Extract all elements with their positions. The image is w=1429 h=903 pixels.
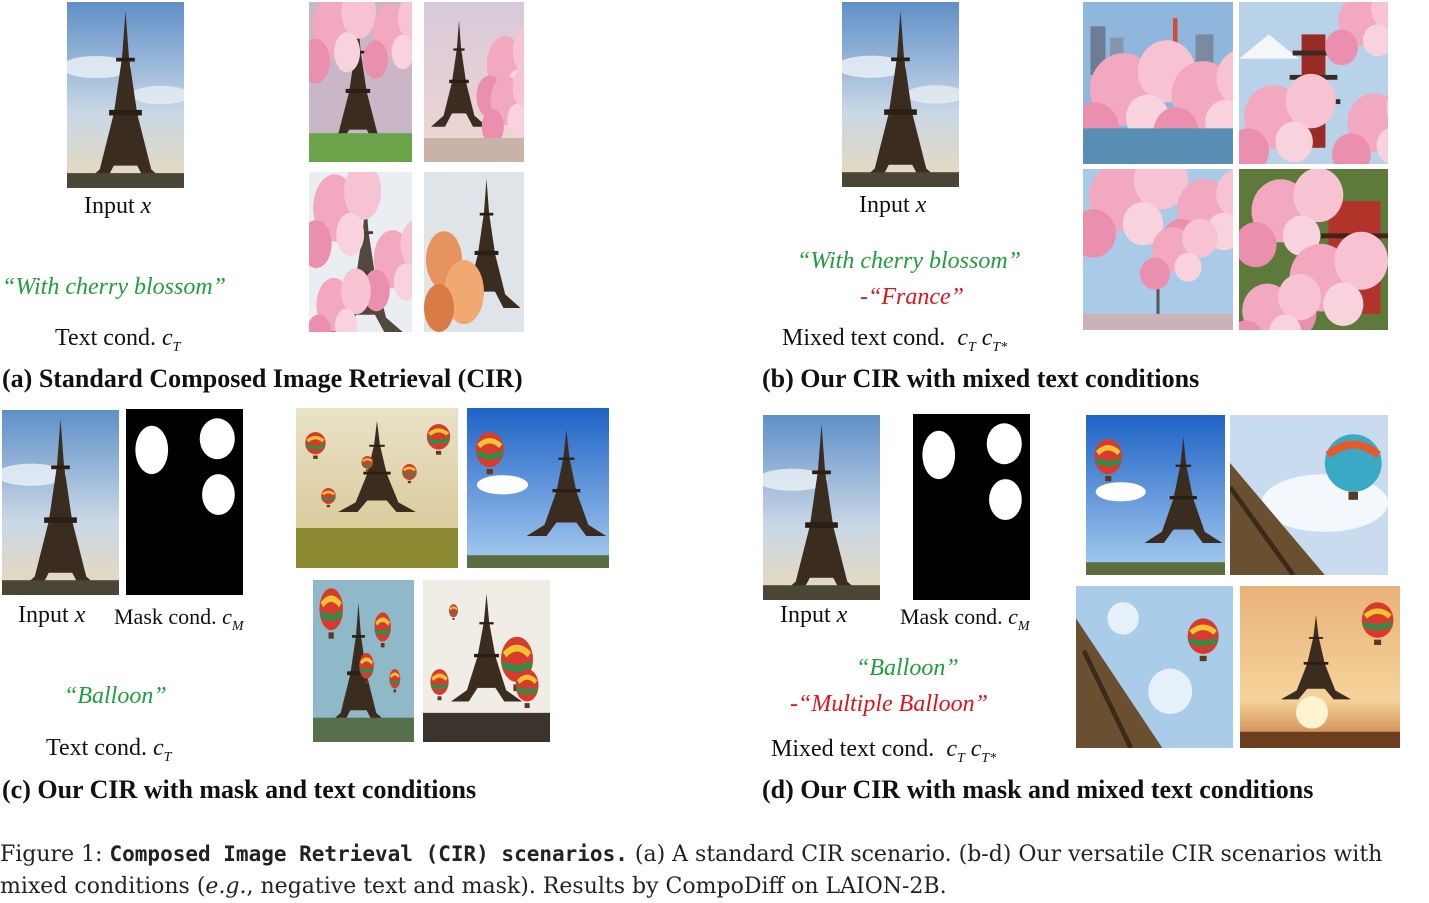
- panel-d-title: (d) Our CIR with mask and mixed text con…: [762, 775, 1314, 804]
- panel-b-cond-label: Mixed text cond. cT cT*: [782, 325, 1008, 355]
- panel-d-result-2: [1230, 415, 1388, 575]
- panel-a-result-1: [309, 2, 412, 162]
- panel-d-mask-image: [913, 414, 1030, 600]
- caption-eg: e.g.: [205, 874, 247, 899]
- panel-c-result-1: [296, 408, 458, 568]
- panel-a-title: (a) Standard Composed Image Retrieval (C…: [2, 364, 523, 393]
- panel-c-result-2: [467, 408, 609, 568]
- panel-c-result-3: [313, 580, 414, 742]
- panel-d-result-4: [1240, 586, 1400, 748]
- panel-d-result-1: [1086, 415, 1225, 575]
- panel-c-text-query: “Balloon”: [64, 683, 167, 709]
- panel-b-input-label: Input x: [859, 192, 927, 218]
- panel-c-input-image: [2, 410, 119, 595]
- panel-b-result-3: [1083, 169, 1233, 330]
- panel-d-input-label: Input x: [780, 602, 848, 628]
- figure-caption: Figure 1: Composed Image Retrieval (CIR)…: [0, 838, 1429, 903]
- panel-a-text-cond-label: Text cond. cT: [55, 325, 181, 355]
- panel-a-input-image: [67, 2, 184, 188]
- panel-a-text-query: “With cherry blossom”: [2, 274, 227, 300]
- panel-b-positive-text: “With cherry blossom”: [797, 248, 1022, 274]
- panel-b-result-4: [1239, 169, 1388, 330]
- panel-c-result-4: [423, 580, 550, 742]
- panel-a-result-3: [309, 172, 412, 332]
- panel-d-cond-label: Mixed text cond. cT cT*: [771, 736, 997, 766]
- panel-c-text-cond-label: Text cond. cT: [46, 735, 172, 765]
- panel-d-negative-text: -“Multiple Balloon”: [790, 691, 989, 717]
- caption-text-2: , negative text and mask). Results by Co…: [246, 874, 947, 899]
- panel-b-negative-text: -“France”: [860, 284, 964, 310]
- caption-figure-label: Figure 1:: [0, 842, 103, 867]
- caption-bold: Composed Image Retrieval (CIR) scenarios…: [109, 842, 628, 866]
- panel-a-input-label: Input x: [84, 193, 152, 219]
- panel-c-input-label: Input x: [18, 602, 86, 628]
- panel-c-mask-label: Mask cond. cM: [114, 604, 244, 634]
- caption-text-1: (a) A standard CIR scenario. (b-d) Our v…: [0, 842, 1383, 899]
- panel-b-title: (b) Our CIR with mixed text conditions: [762, 364, 1200, 393]
- panel-d-input-image: [763, 415, 880, 600]
- panel-d-positive-text: “Balloon”: [856, 655, 959, 681]
- panel-d-mask-label: Mask cond. cM: [900, 604, 1030, 634]
- panel-b-input-image: [842, 2, 959, 187]
- panel-a-result-2: [424, 2, 524, 162]
- panel-d-result-3: [1076, 586, 1233, 748]
- panel-c-title: (c) Our CIR with mask and text condition…: [2, 775, 477, 804]
- panel-a-result-4: [424, 172, 524, 332]
- panel-b-result-1: [1083, 2, 1233, 164]
- panel-b-result-2: [1239, 2, 1388, 164]
- panel-c-mask-image: [126, 409, 243, 595]
